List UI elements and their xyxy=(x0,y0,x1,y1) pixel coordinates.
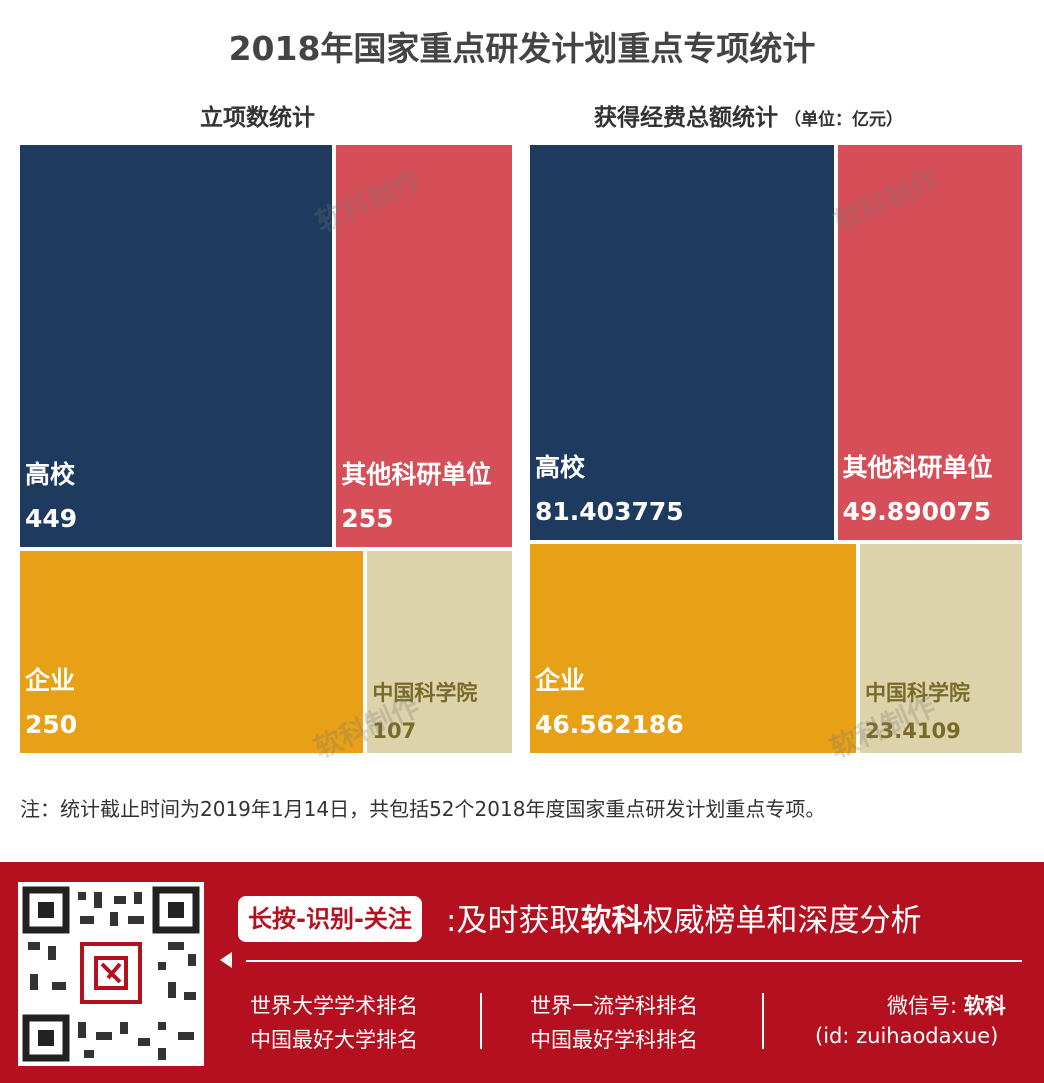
tile-label: 其他科研单位 xyxy=(842,453,993,483)
link-china-subject-ranking[interactable]: 中国最好学科排名 xyxy=(530,1028,698,1052)
tile-label: 企业 xyxy=(535,665,586,695)
treemap-project-count: 高校 449 其他科研单位 255 企业 250 中国科学院 107 xyxy=(18,143,514,755)
treemap-funding-total: 高校 81.403775 其他科研单位 49.890075 企业 46.562186 中国科… xyxy=(528,143,1024,755)
qr-code-icon xyxy=(22,886,200,1062)
tile-value: 255 xyxy=(341,504,394,534)
divider xyxy=(246,960,1022,962)
treemap-tile-other-research: 其他科研单位 255 xyxy=(334,143,514,550)
slogan-brand: 软科 xyxy=(580,903,643,939)
treemap-tile-cas: 中国科学院 107 xyxy=(365,549,514,755)
tile-label: 中国科学院 xyxy=(372,680,478,705)
tile-value: 46.562186 xyxy=(535,709,684,739)
link-world-university-ranking[interactable]: 世界大学学术排名 xyxy=(250,994,418,1018)
wechat-brand: 软科 xyxy=(963,994,1006,1018)
treemap-tile-other-research: 其他科研单位 49.890075 xyxy=(835,143,1024,543)
chart-2-title: 获得经费总额统计 （单位：亿元） xyxy=(594,105,903,131)
tile-label: 高校 xyxy=(25,460,76,490)
wechat-label: 微信号: 软科 xyxy=(887,994,1006,1018)
treemap-tile-enterprise: 企业 250 xyxy=(18,549,366,755)
tile-label: 中国科学院 xyxy=(865,680,971,705)
tile-value: 81.403775 xyxy=(535,497,684,527)
treemap-tile-enterprise: 企业 46.562186 xyxy=(528,542,859,755)
tile-value: 23.4109 xyxy=(865,718,961,743)
divider xyxy=(762,993,764,1049)
slogan: :及时获取软科权威榜单和深度分析 xyxy=(446,903,922,939)
wechat-id: (id: zuihaodaxue) xyxy=(815,1024,999,1048)
tile-value: 449 xyxy=(25,504,78,534)
tile-value: 49.890075 xyxy=(842,497,992,527)
treemap-tile-university: 高校 449 xyxy=(18,143,335,550)
tile-label: 其他科研单位 xyxy=(341,460,492,490)
divider xyxy=(480,993,482,1049)
triangle-arrow-icon xyxy=(220,952,232,968)
chart-1-title: 立项数统计 xyxy=(200,105,315,131)
chart-2-unit: （单位：亿元） xyxy=(784,110,903,130)
tile-label: 企业 xyxy=(25,665,76,695)
link-world-subject-ranking[interactable]: 世界一流学科排名 xyxy=(530,994,698,1018)
footnote: 注：统计截止时间为2019年1月14日，共包括52个2018年度国家重点研发计划… xyxy=(20,797,826,821)
link-china-university-ranking[interactable]: 中国最好大学排名 xyxy=(250,1028,418,1052)
tile-label: 高校 xyxy=(535,453,586,483)
promo-footer: 长按-识别-关注 :及时获取软科权威榜单和深度分析 世界大学学术排名 中国最好大… xyxy=(0,862,1044,1083)
qr-code[interactable] xyxy=(18,882,204,1066)
treemap-tile-university: 高校 81.403775 xyxy=(528,143,836,543)
treemap-tile-cas: 中国科学院 23.4109 xyxy=(858,542,1024,755)
page-title: 2018年国家重点研发计划重点专项统计 xyxy=(228,29,816,68)
follow-cta[interactable]: 长按-识别-关注 xyxy=(238,896,422,942)
tile-value: 107 xyxy=(372,718,417,743)
tile-value: 250 xyxy=(25,709,78,739)
